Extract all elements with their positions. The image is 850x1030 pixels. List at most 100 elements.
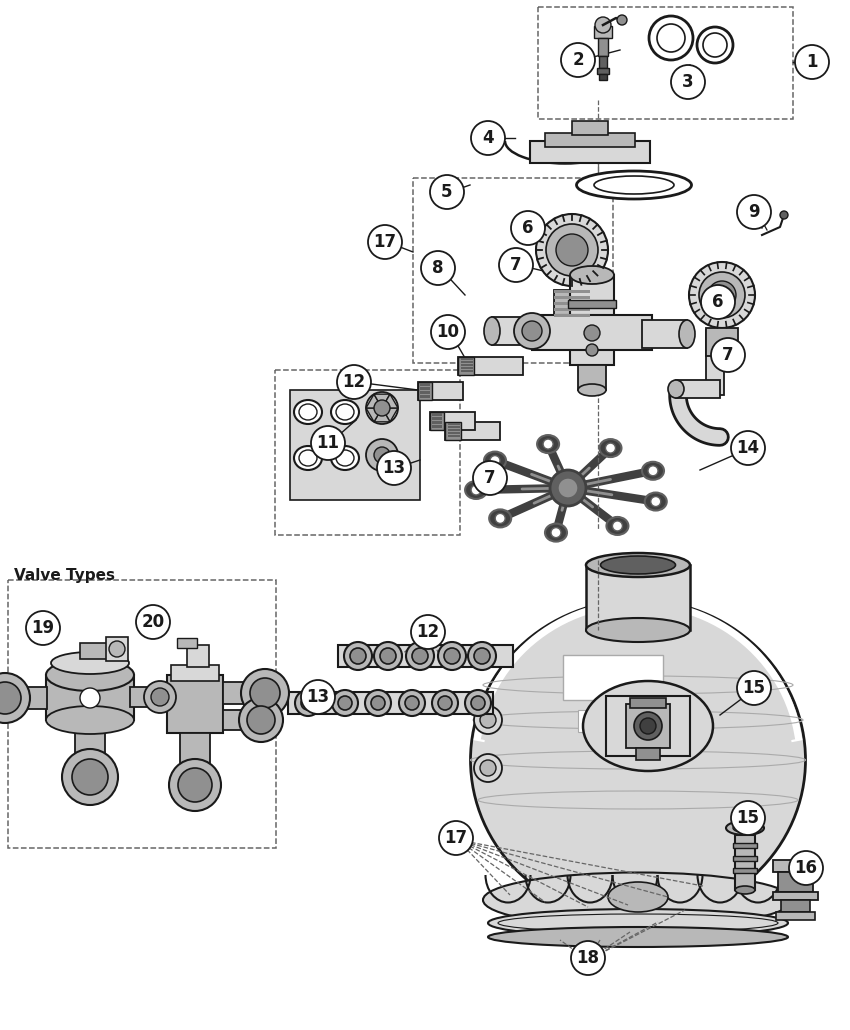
Bar [432,421,442,424]
Circle shape [780,211,788,219]
Bar [538,7,793,119]
Bar [492,317,537,345]
Circle shape [595,18,611,33]
Ellipse shape [483,872,793,927]
Ellipse shape [608,882,668,912]
Circle shape [789,851,823,885]
Bar [130,687,160,707]
Text: 20: 20 [141,613,165,631]
Bar [458,357,474,375]
Circle shape [514,313,550,349]
Circle shape [247,706,275,734]
Text: 6: 6 [522,219,534,237]
Circle shape [648,466,658,476]
Bar [432,413,442,416]
Bar [599,74,607,80]
Circle shape [465,690,491,716]
Ellipse shape [294,400,322,424]
Circle shape [471,485,481,495]
Bar [445,422,461,440]
Text: 12: 12 [416,623,439,641]
Circle shape [431,315,465,349]
Bar [606,696,690,756]
Circle shape [605,443,615,453]
Polygon shape [382,394,398,408]
Circle shape [311,426,345,460]
Text: 12: 12 [343,373,366,391]
Ellipse shape [331,446,359,470]
Polygon shape [374,394,390,408]
Text: 14: 14 [736,439,760,457]
Text: 1: 1 [807,53,818,71]
Ellipse shape [642,461,664,480]
Circle shape [708,281,736,309]
Bar [420,383,430,386]
Text: 13: 13 [382,459,405,477]
Circle shape [546,224,598,276]
Circle shape [62,749,118,805]
Circle shape [474,648,490,664]
Bar [597,68,609,74]
Bar [530,141,650,163]
Circle shape [731,801,765,835]
Circle shape [350,648,366,664]
Bar [706,330,724,394]
Bar [554,302,590,305]
Text: 8: 8 [433,259,444,277]
Circle shape [711,338,745,372]
Circle shape [136,605,170,639]
Circle shape [703,33,727,57]
Ellipse shape [484,451,506,470]
Ellipse shape [668,380,684,398]
Bar [599,56,607,68]
Circle shape [737,195,771,229]
Text: 4: 4 [482,129,494,147]
Bar [461,367,473,369]
Circle shape [536,214,608,286]
Ellipse shape [606,517,628,535]
Bar [642,320,687,348]
Circle shape [558,478,578,497]
Bar [432,425,442,428]
Bar [420,387,430,390]
Bar [572,121,608,135]
Bar [636,748,660,760]
Circle shape [144,681,176,713]
Text: 6: 6 [712,293,723,311]
Bar [554,290,590,320]
Circle shape [421,251,455,285]
Bar [626,703,670,748]
Circle shape [480,760,496,776]
Circle shape [651,496,660,507]
Circle shape [0,682,21,714]
Circle shape [250,678,280,708]
Text: 7: 7 [722,346,734,364]
Bar [418,382,432,400]
Bar [568,300,616,308]
Circle shape [371,696,385,710]
Bar [733,856,757,861]
Circle shape [561,43,595,77]
Ellipse shape [471,600,806,920]
Bar [778,872,813,892]
Circle shape [550,470,586,506]
Circle shape [301,680,335,714]
Circle shape [496,513,505,523]
Bar [554,296,590,299]
Text: 7: 7 [484,469,496,487]
Bar [461,370,473,372]
Circle shape [374,447,390,464]
Bar [275,370,460,535]
Text: 16: 16 [795,859,818,877]
Ellipse shape [578,384,606,396]
Circle shape [178,768,212,802]
Circle shape [556,234,588,266]
Circle shape [301,696,315,710]
Bar [461,358,473,360]
Circle shape [374,400,390,416]
Circle shape [551,527,561,538]
Circle shape [332,690,358,716]
Text: 13: 13 [307,688,330,706]
Circle shape [737,671,771,705]
Circle shape [584,325,600,341]
